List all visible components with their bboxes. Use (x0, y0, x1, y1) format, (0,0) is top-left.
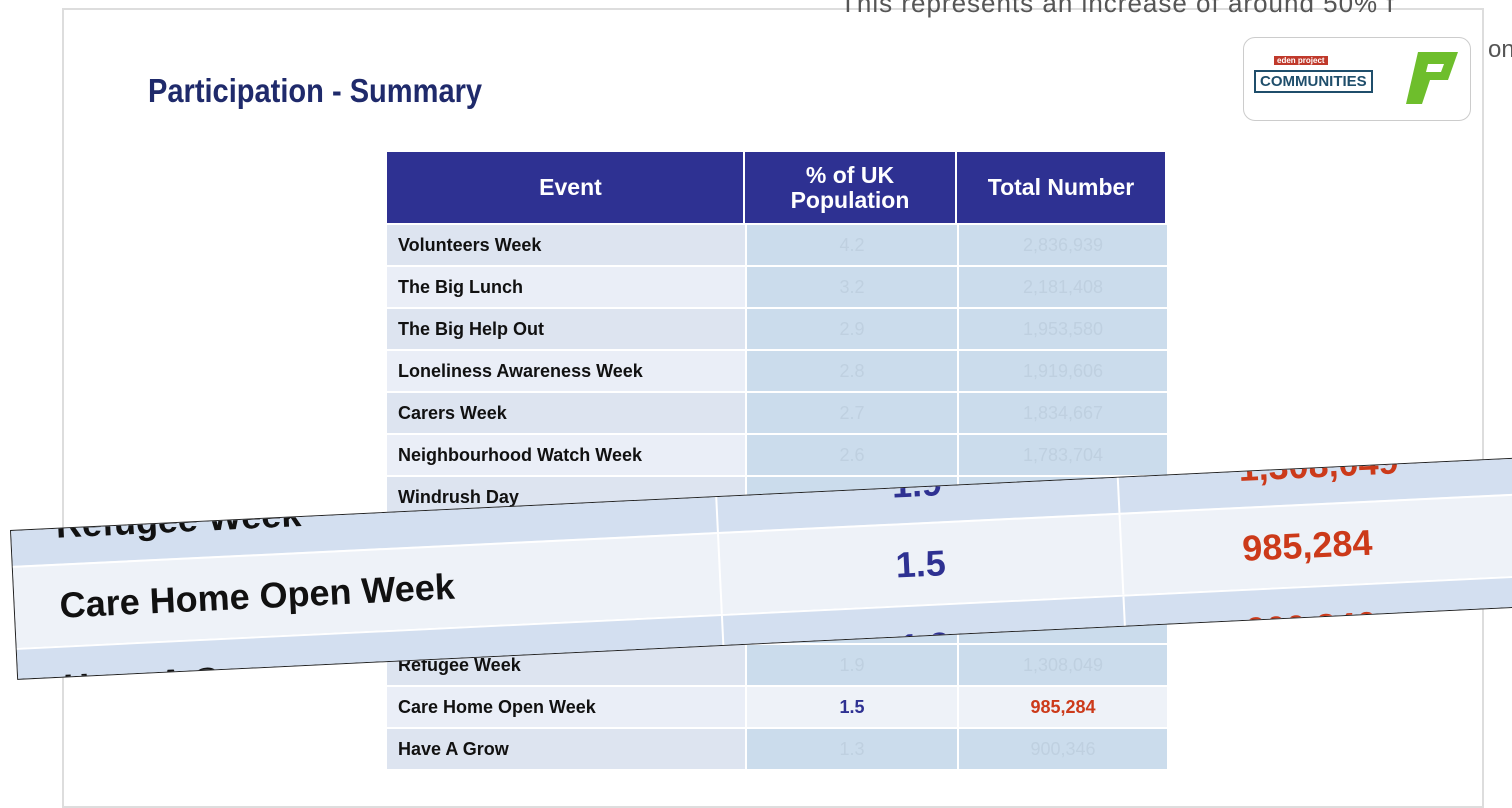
table-cell: 985,284 (957, 687, 1167, 727)
header-cell: % of UK Population (745, 152, 957, 223)
table-cell: 4.2 (745, 225, 957, 265)
logo: eden project COMMUNITIES (1243, 37, 1471, 121)
table-cell: Care Home Open Week (387, 687, 745, 727)
table-cell: 1,919,606 (957, 351, 1167, 391)
logo-top: eden project (1274, 56, 1328, 65)
table-cell: 1,953,580 (957, 309, 1167, 349)
table-cell: 2.7 (745, 393, 957, 433)
table-cell: 2.6 (745, 435, 957, 475)
logo-main: COMMUNITIES (1254, 70, 1373, 93)
table-cell: 1.9 (745, 645, 957, 685)
header-row: Event% of UK Population Total Number (387, 152, 1167, 223)
table-row: Volunteers Week 4.2 2,836,939 (387, 223, 1167, 265)
table: Event% of UK Population Total Number Volun… (387, 152, 1167, 769)
header-cell: Total Number (957, 152, 1167, 223)
table-cell: 1.5 (745, 687, 957, 727)
table-row: Carers Week 2.7 1,834,667 (387, 391, 1167, 433)
table-row: Neighbourhood Watch Week 2.6 1,783,704 (387, 433, 1167, 475)
table-cell: 2,836,939 (957, 225, 1167, 265)
table-cell: 2,181,408 (957, 267, 1167, 307)
logo-icon (1406, 52, 1458, 104)
table-cell: 900,346 (957, 729, 1167, 769)
table-row: Have A Grow 1.3 900,346 (387, 727, 1167, 769)
table-cell: Volunteers Week (387, 225, 745, 265)
table-row: The Big Help Out 2.9 1,953,580 (387, 307, 1167, 349)
caption-tail: on (1488, 36, 1512, 63)
table-cell: Neighbourhood Watch Week (387, 435, 745, 475)
table-row: Care Home Open Week 1.5 985,284 (387, 685, 1167, 727)
table-cell: The Big Lunch (387, 267, 745, 307)
table-cell: Loneliness Awareness Week (387, 351, 745, 391)
table-cell: 3.2 (745, 267, 957, 307)
table-cell: 1,308,049 (957, 645, 1167, 685)
table-cell: 1,834,667 (957, 393, 1167, 433)
table-cell: 2.8 (745, 351, 957, 391)
table-cell: Carers Week (387, 393, 745, 433)
table-row: The Big Lunch 3.2 2,181,408 (387, 265, 1167, 307)
table-row: Loneliness Awareness Week 2.8 1,919,606 (387, 349, 1167, 391)
header-cell: Event (387, 152, 745, 223)
table-cell: The Big Help Out (387, 309, 745, 349)
table-cell: 1.3 (745, 729, 957, 769)
table-cell: 1,783,704 (957, 435, 1167, 475)
title: Participation - Summary (148, 72, 483, 109)
caption: This represents an increase of around 50… (840, 0, 1395, 18)
table-cell: Have A Grow (387, 729, 745, 769)
table-cell: 2.9 (745, 309, 957, 349)
